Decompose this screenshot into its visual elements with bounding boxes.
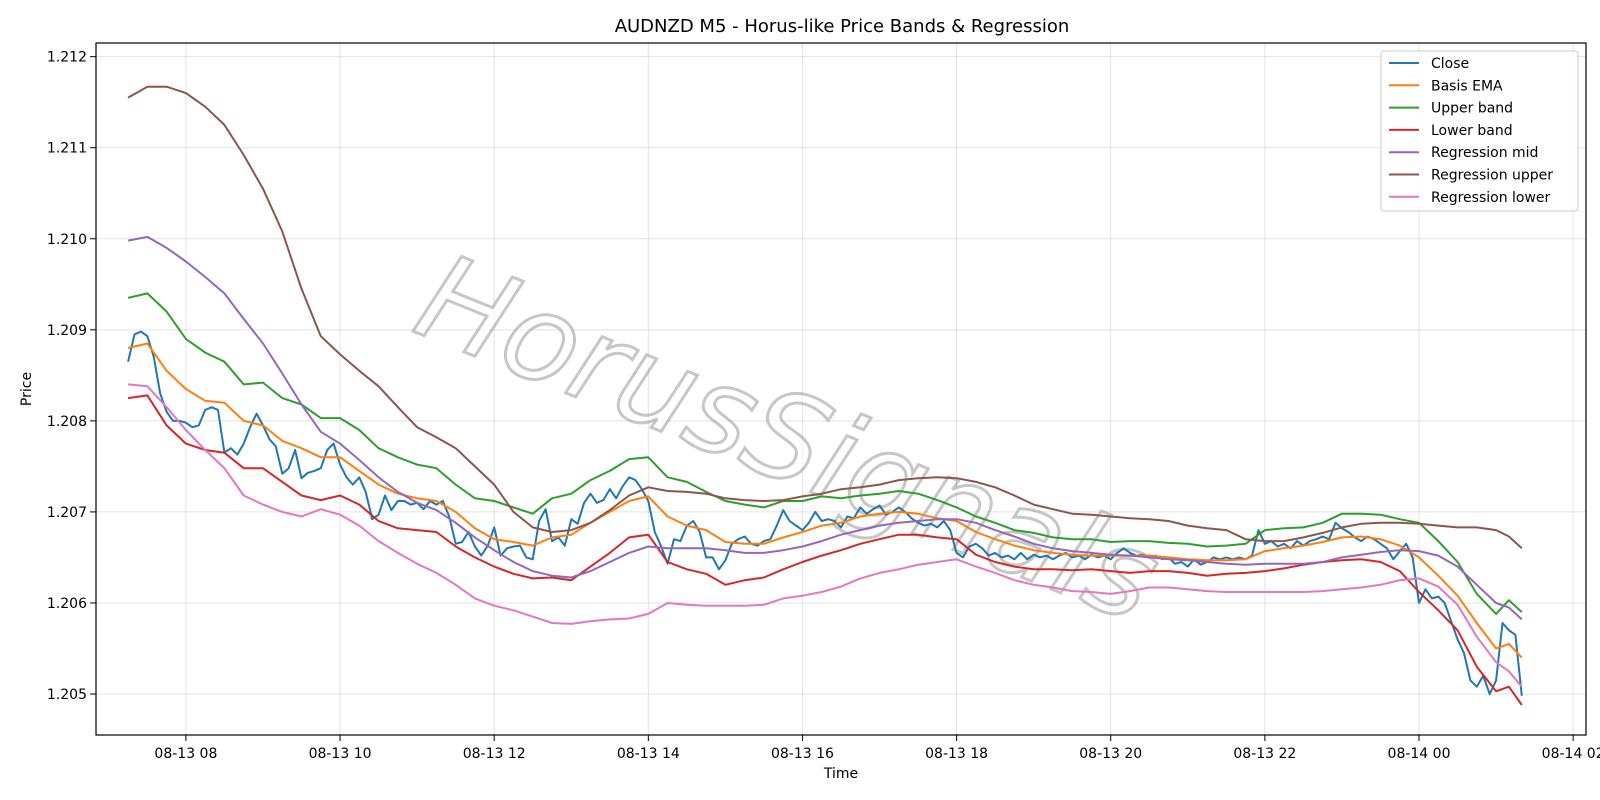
y-tick-label: 1.211 (47, 141, 87, 157)
legend-box (1380, 50, 1579, 212)
series-line-lower-band (127, 394, 1523, 706)
x-tick-label: 08-13 10 (309, 746, 372, 762)
legend-label-regression-mid: Regression mid (1431, 145, 1538, 161)
y-axis-label: Price (19, 372, 35, 406)
legend-label-upper-band: Upper band (1431, 101, 1513, 117)
legend-label-close: Close (1431, 56, 1469, 72)
chart-title: AUDNZD M5 - Horus-like Price Bands & Reg… (615, 16, 1070, 37)
plot-frame (95, 42, 1587, 736)
y-tick-label: 1.212 (47, 50, 87, 66)
x-axis: 08-13 08 08-13 10 08-13 12 08-13 14 08-13 16… (154, 735, 1600, 762)
x-tick-label: 08-14 00 (1388, 746, 1451, 762)
x-tick-label: 08-13 14 (617, 746, 680, 762)
y-tick-label: 1.208 (47, 414, 87, 430)
series-line-basis-ema (127, 342, 1523, 659)
series-line-regression-upper (127, 85, 1523, 550)
series-layer (127, 85, 1523, 706)
x-tick-label: 08-13 12 (463, 746, 526, 762)
y-tick-label: 1.210 (47, 232, 87, 248)
legend-items: Close Basis EMA Upper band Lower band Regres… (1389, 56, 1553, 206)
x-tick-label: 08-13 16 (771, 746, 834, 762)
y-tick-label: 1.206 (47, 596, 87, 612)
x-tick-label: 08-13 18 (925, 746, 988, 762)
x-tick-label: 08-13 20 (1079, 746, 1142, 762)
x-axis-label: Time (823, 766, 858, 782)
x-tick-label: 08-14 02 (1542, 746, 1600, 762)
series-line-regression-lower (128, 383, 1523, 688)
y-axis: 1.205 1.206 1.207 1.208 1.209 1.210 1.211 1.212 (47, 50, 96, 703)
legend: Close Basis EMA Upper band Lower band Regres… (1380, 50, 1579, 212)
y-tick-label: 1.209 (47, 323, 87, 339)
x-tick-label: 08-13 22 (1233, 746, 1296, 762)
y-tick-label: 1.207 (47, 505, 87, 521)
series-line-regression-mid (127, 235, 1523, 621)
series-line-upper-band (127, 292, 1523, 615)
legend-label-lower-band: Lower band (1431, 123, 1513, 139)
x-tick-label: 08-13 08 (154, 746, 217, 762)
legend-label-regression-lower: Regression lower (1431, 190, 1551, 206)
y-tick-label: 1.205 (47, 687, 87, 703)
legend-label-regression-upper: Regression upper (1431, 168, 1553, 184)
legend-label-basis-ema: Basis EMA (1431, 78, 1503, 94)
